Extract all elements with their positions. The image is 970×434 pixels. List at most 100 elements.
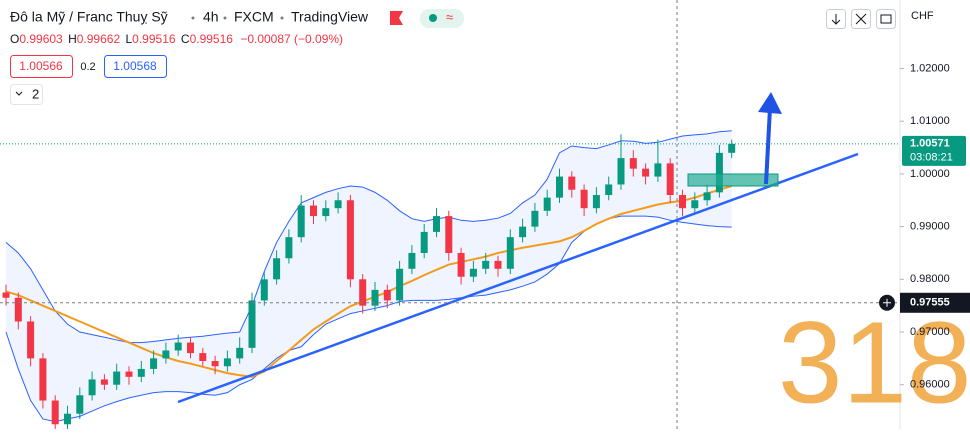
candle-body xyxy=(408,252,416,269)
candle-body xyxy=(297,205,305,238)
l: 0.99516 xyxy=(132,32,176,46)
chevron xyxy=(15,91,23,96)
candle-body xyxy=(445,216,453,253)
indicator-count: 2 xyxy=(32,86,39,101)
interval: 4h xyxy=(203,9,219,25)
candle-body xyxy=(2,292,10,298)
last-price-box xyxy=(902,135,966,166)
candle-body xyxy=(506,237,514,269)
price-axis xyxy=(900,0,970,429)
indicator-toggle[interactable] xyxy=(10,84,43,105)
y-tick-label: 0.96000 xyxy=(910,379,950,391)
candle-body xyxy=(39,358,47,401)
candle-body xyxy=(113,371,121,385)
h-label: H xyxy=(68,32,77,46)
spread: 0.2 xyxy=(80,61,95,73)
candle-body xyxy=(482,260,490,269)
flag[interactable] xyxy=(390,11,403,25)
dot xyxy=(191,16,195,20)
candle-body xyxy=(617,158,625,185)
candle-body xyxy=(310,205,317,217)
y-tick-label: 1.02000 xyxy=(910,62,950,74)
watermark: 318 xyxy=(778,298,970,428)
candle-body xyxy=(223,358,231,367)
candle-body xyxy=(691,200,699,209)
buy-price: 1.00568 xyxy=(113,59,157,73)
crosshair-label: 0.97555 xyxy=(910,297,950,309)
trend-line xyxy=(177,152,859,404)
currency: CHF xyxy=(911,10,934,22)
status-dot xyxy=(429,14,437,22)
status-pill[interactable] xyxy=(420,9,464,28)
candle-body xyxy=(371,289,379,306)
y-tick-label: 1.00000 xyxy=(910,168,950,180)
dot xyxy=(223,16,227,20)
y-tick-label: 0.97000 xyxy=(910,326,950,338)
zone-box xyxy=(687,173,779,187)
button[interactable] xyxy=(876,9,896,29)
candle-body xyxy=(433,216,440,232)
candle-body xyxy=(543,197,551,211)
candle-body xyxy=(359,279,367,306)
symbol: Đô la Mỹ / Franc Thuỵ Sỹ xyxy=(10,9,168,25)
l-label: L xyxy=(125,32,132,46)
candle-body xyxy=(322,208,330,217)
c-label: C xyxy=(181,32,190,46)
candle-body xyxy=(715,152,723,193)
plus-icon xyxy=(883,298,891,307)
candle-body xyxy=(679,195,686,209)
source: TradingView xyxy=(291,9,369,25)
candle-body xyxy=(14,297,22,322)
buy-button[interactable] xyxy=(104,55,167,78)
candle-body xyxy=(211,361,219,367)
ohlc: O0.99603 H0.99662 L0.99516 C0.99516 −0.0… xyxy=(10,32,343,46)
o-label: O xyxy=(10,32,19,46)
candle-body xyxy=(125,371,133,377)
candle-body xyxy=(88,379,96,396)
candle-body xyxy=(285,237,293,259)
exchange: FXCM xyxy=(234,9,274,25)
candle-body xyxy=(666,163,674,195)
candle-body xyxy=(76,395,84,414)
y-tick-label: 0.99000 xyxy=(910,221,950,233)
candle-body xyxy=(556,176,563,198)
status-icon: ≈ xyxy=(446,9,453,24)
candle-body xyxy=(605,184,613,195)
plot-area xyxy=(2,130,736,433)
candle-body xyxy=(187,342,194,354)
h: 0.99662 xyxy=(77,32,121,46)
countdown: 03:08:21 xyxy=(910,152,953,164)
candle-body xyxy=(654,163,662,177)
candle-body xyxy=(420,231,428,253)
candle-body xyxy=(592,195,600,209)
candle-body xyxy=(162,350,170,359)
candle-body xyxy=(728,143,736,153)
candle-body xyxy=(236,347,244,359)
arrow-head xyxy=(758,92,782,114)
candle-body xyxy=(629,158,637,169)
candle-body xyxy=(642,168,650,177)
y-tick-label: 0.98000 xyxy=(910,273,950,285)
change: −0.00087 (−0.09%) xyxy=(240,32,343,46)
sell-button[interactable] xyxy=(10,55,73,78)
moving-average xyxy=(5,185,732,378)
last-price-label: 1.00571 xyxy=(910,138,950,150)
candle-body xyxy=(199,353,207,362)
candle-body xyxy=(51,400,59,425)
arrow-shaft xyxy=(764,107,772,185)
candle-body xyxy=(334,200,342,209)
y-tick-label: 1.01000 xyxy=(910,115,950,127)
candle-body xyxy=(580,189,588,209)
candle-body xyxy=(469,268,477,277)
candle-body xyxy=(260,279,268,301)
candle-body xyxy=(174,342,182,351)
crosshair-box xyxy=(900,292,970,313)
o: 0.99603 xyxy=(19,32,63,46)
candle-body xyxy=(703,192,711,201)
candle-body xyxy=(519,226,527,238)
candle-body xyxy=(383,289,391,301)
candle-body xyxy=(248,300,256,348)
candle-body xyxy=(494,260,502,269)
candle-body xyxy=(273,258,281,280)
